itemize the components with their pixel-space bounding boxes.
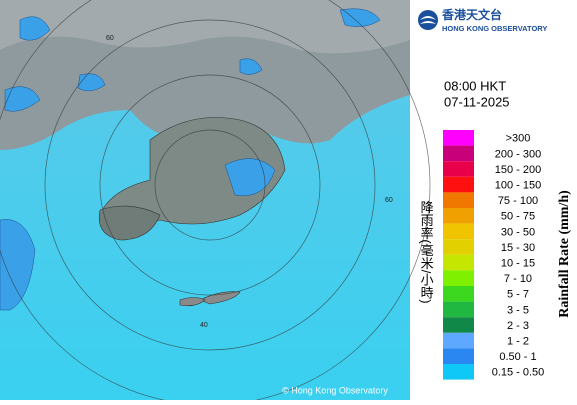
legend-label: 15 - 30 [501,242,535,254]
legend-label: 10 - 15 [501,258,535,270]
legend-label: 2 - 3 [507,320,529,332]
legend-label: 5 - 7 [507,289,529,301]
legend-swatch [443,364,474,380]
legend-swatch [443,192,474,208]
legend-swatch [443,317,474,333]
logo-title-en: HONG KONG OBSERVATORY [442,24,547,33]
legend-swatch [443,270,474,286]
legend-swatch [443,145,474,162]
legend-title-zh: 降雨率(毫米/小時) [419,200,434,303]
legend-label: 75 - 100 [498,195,538,207]
legend-label: 150 - 200 [495,164,541,176]
legend-swatch [443,348,474,364]
radar-map: 60 60 40 © Hong Kong Observatory [0,0,431,405]
time: 08:00 HKT [444,78,506,93]
logo [418,10,438,30]
legend-label: 1 - 2 [507,336,529,348]
legend-swatch [443,301,474,318]
legend-swatch [443,130,474,146]
legend-label: 0.15 - 0.50 [492,367,545,379]
ring-label: 60 [106,35,114,42]
legend-label: 50 - 75 [501,211,535,223]
legend-label: 7 - 10 [504,273,532,285]
legend-swatch [443,223,474,240]
legend-label: >300 [506,133,531,145]
legend-title-en: Rainfall Rate (mm/h) [557,190,572,318]
legend-label: 0.50 - 1 [499,351,536,363]
legend-label: 30 - 50 [501,226,535,238]
date: 07-11-2025 [444,94,510,109]
ring-label: 60 [385,197,393,204]
legend-swatch [443,332,474,349]
legend-label: 100 - 150 [495,180,541,192]
legend-label: 3 - 5 [507,304,529,316]
copyright: © Hong Kong Observatory [282,385,388,395]
legend: >300 200 - 300 150 - 200 100 - 150 75 - 100 5… [443,130,544,380]
legend-swatch [443,176,474,193]
legend-label: 200 - 300 [495,148,541,160]
logo-title-zh: 香港天文台 [441,7,502,22]
legend-swatch [443,161,474,177]
ring-label: 40 [200,322,208,329]
legend-swatch [443,254,474,271]
legend-swatch [443,286,474,302]
legend-swatch [443,208,474,224]
legend-swatch [443,239,474,255]
